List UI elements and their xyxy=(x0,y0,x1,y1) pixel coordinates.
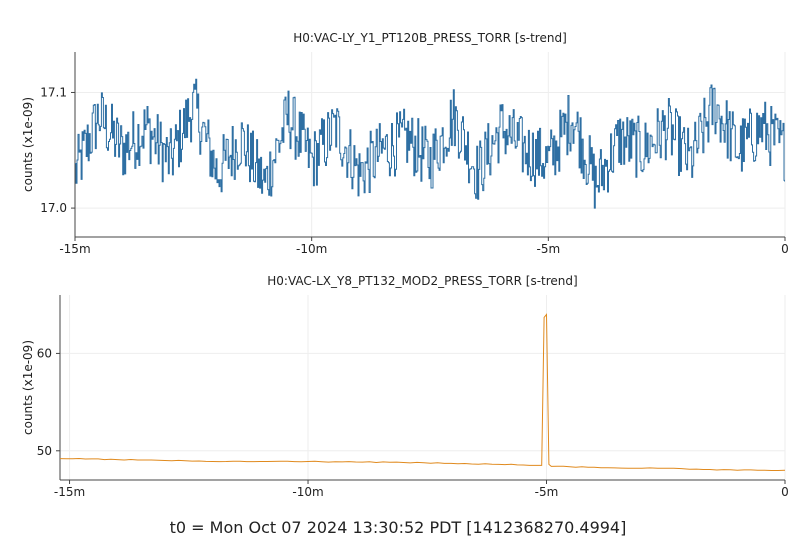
x-tick-label: -15m xyxy=(59,242,90,256)
x-tick-label: -10m xyxy=(292,485,323,499)
chart-bottom: H0:VAC-LX_Y8_PT132_MOD2_PRESS_TORR [s-tr… xyxy=(21,274,789,499)
x-tick-label: 0 xyxy=(781,485,789,499)
x-tick-label: -10m xyxy=(296,242,327,256)
x-tick-label: -5m xyxy=(535,485,559,499)
y-tick-label: 50 xyxy=(37,444,52,458)
series-line xyxy=(75,78,785,209)
chart-title: H0:VAC-LX_Y8_PT132_MOD2_PRESS_TORR [s-tr… xyxy=(267,274,577,288)
y-tick-label: 17.1 xyxy=(40,85,67,99)
chart-top: H0:VAC-LY_Y1_PT120B_PRESS_TORR [s-trend]… xyxy=(21,31,789,256)
y-tick-label: 17.0 xyxy=(40,201,67,215)
y-tick-label: 60 xyxy=(37,346,52,360)
time-origin-label: t0 = Mon Oct 07 2024 13:30:52 PDT [14123… xyxy=(169,518,627,537)
y-axis-label: counts (x1e-09) xyxy=(21,340,35,435)
series-line xyxy=(60,313,785,471)
x-tick-label: 0 xyxy=(781,242,789,256)
chart-title: H0:VAC-LY_Y1_PT120B_PRESS_TORR [s-trend] xyxy=(293,31,567,45)
x-tick-label: -5m xyxy=(537,242,561,256)
y-axis-label: counts (x1e-09) xyxy=(21,97,35,192)
x-tick-label: -15m xyxy=(54,485,85,499)
